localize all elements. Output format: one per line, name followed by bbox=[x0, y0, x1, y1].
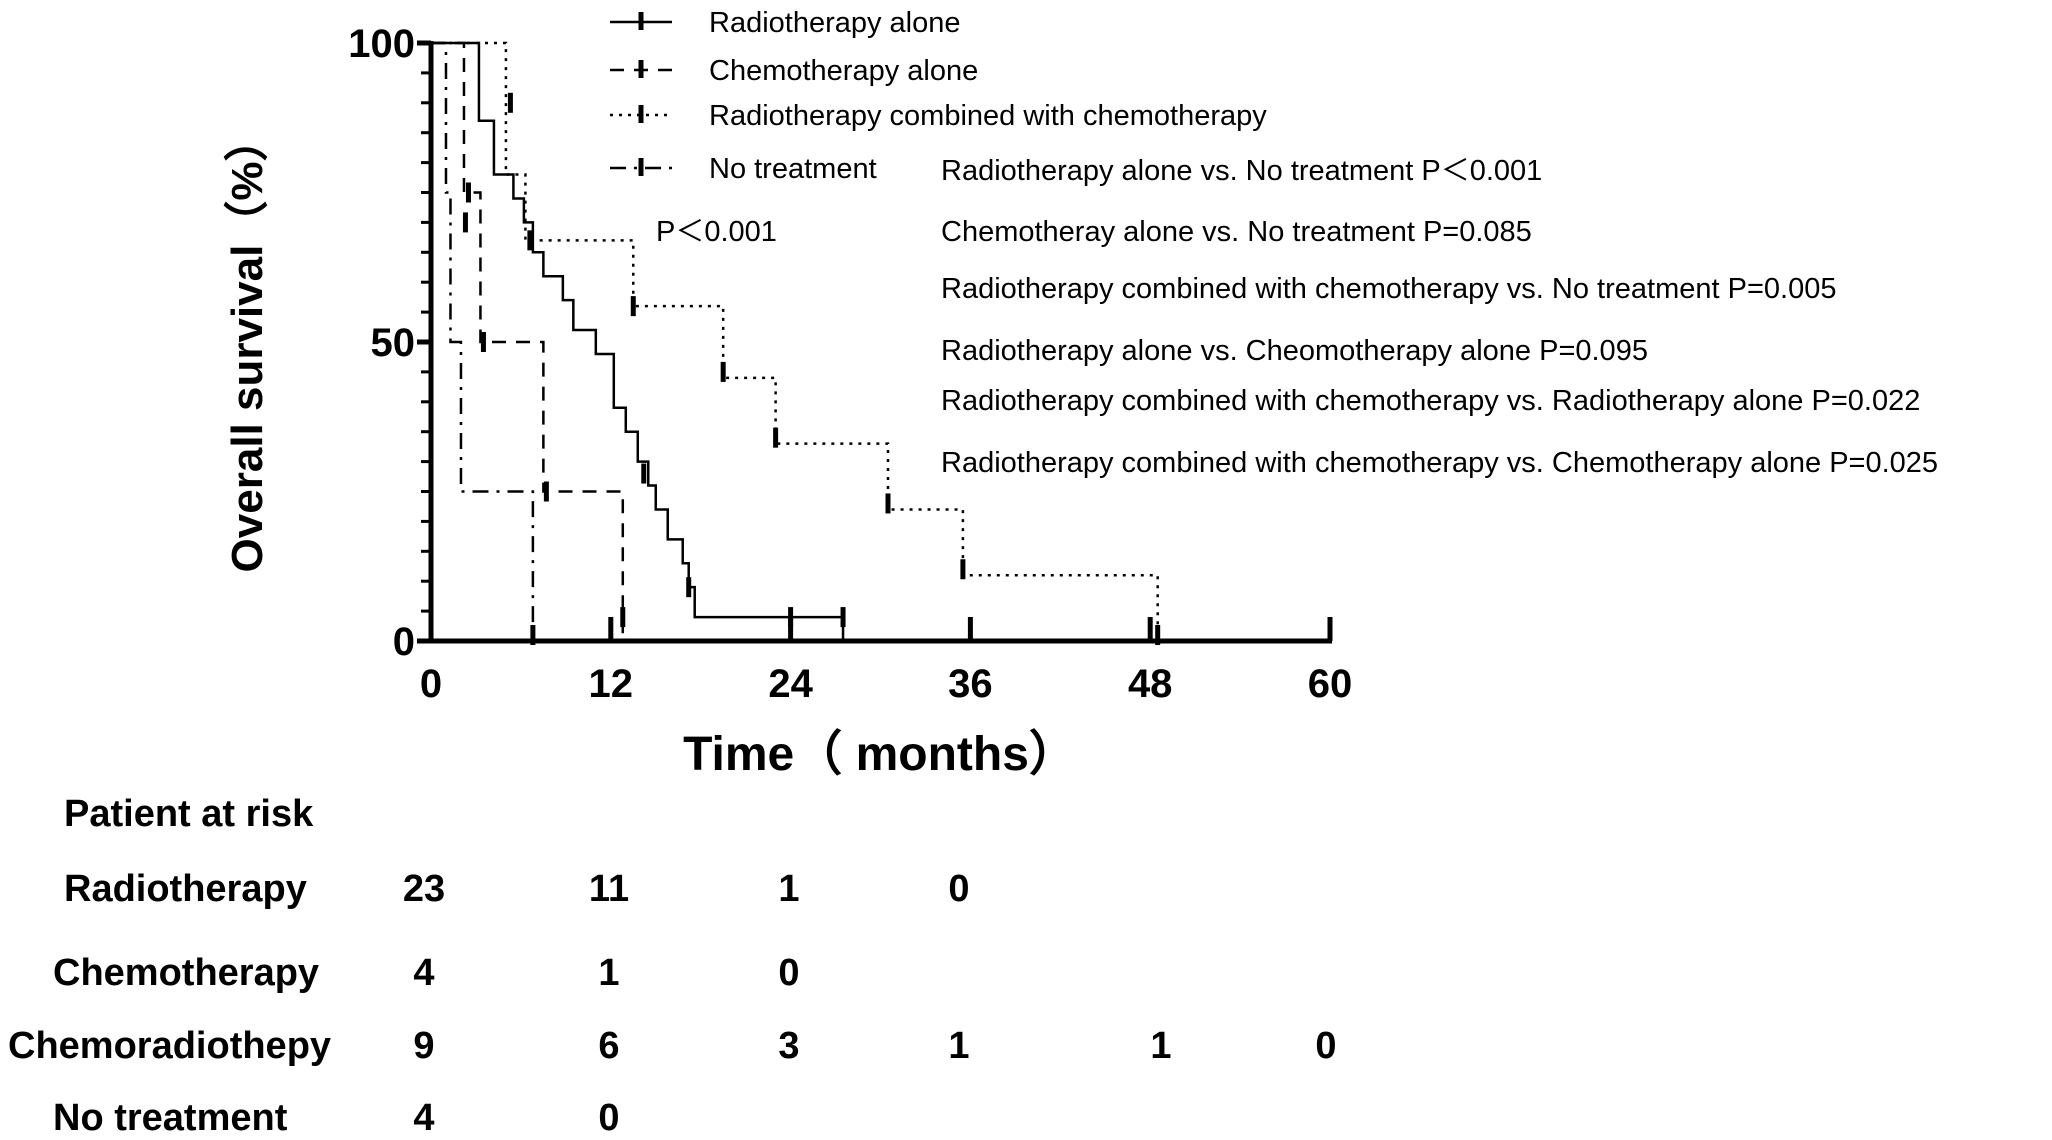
x-tick-label: 36 bbox=[948, 662, 993, 706]
risk-value: 0 bbox=[598, 1097, 619, 1139]
risk-row-label: Chemoradiothepy bbox=[8, 1025, 331, 1067]
survival-curve-solid bbox=[431, 41, 845, 641]
risk-value: 1 bbox=[598, 952, 619, 994]
x-tick-label: 60 bbox=[1308, 662, 1353, 706]
p-value-annotation: Radiotherapy combined with chemotherapy … bbox=[941, 273, 1836, 305]
p-value-annotation: P＜0.001 bbox=[656, 216, 777, 248]
x-tick-label: 12 bbox=[589, 662, 634, 706]
p-value-annotation: Radiotherapy alone vs. Cheomotherapy alo… bbox=[941, 335, 1648, 367]
p-value-annotation: Chemotheray alone vs. No treatment P=0.0… bbox=[941, 216, 1532, 248]
risk-row-label: No treatment bbox=[53, 1097, 288, 1139]
risk-value: 11 bbox=[589, 868, 629, 910]
risk-value: 1 bbox=[948, 1025, 969, 1067]
legend: Radiotherapy alone Chemotherapy alone Radi… bbox=[610, 7, 1267, 185]
risk-value: 0 bbox=[778, 952, 799, 994]
risk-value: 0 bbox=[1315, 1025, 1336, 1067]
x-tick-label: 0 bbox=[420, 662, 442, 706]
legend-entry: Radiotherapy combined with chemotherapy bbox=[709, 100, 1267, 132]
risk-value: 0 bbox=[948, 868, 969, 910]
legend-entry: Radiotherapy alone bbox=[709, 7, 961, 39]
risk-value: 4 bbox=[413, 952, 434, 994]
y-tick-label: 100 bbox=[348, 22, 415, 66]
p-value-annotation: Radiotherapy alone vs. No treatment P＜0.… bbox=[941, 155, 1542, 187]
risk-value: 23 bbox=[403, 868, 445, 910]
legend-entry: Chemotherapy alone bbox=[709, 55, 978, 87]
x-tick-label: 48 bbox=[1128, 662, 1173, 706]
x-tick-label: 24 bbox=[768, 662, 813, 706]
risk-value: 9 bbox=[413, 1025, 434, 1067]
y-tick-label: 50 bbox=[371, 321, 416, 365]
risk-row-label: Radiotherapy bbox=[64, 868, 307, 910]
y-tick-label: 0 bbox=[393, 620, 415, 664]
risk-row-label: Chemotherapy bbox=[53, 952, 319, 994]
risk-value: 1 bbox=[778, 868, 799, 910]
survival-curve-dashdot bbox=[431, 41, 535, 641]
risk-value: 1 bbox=[1150, 1025, 1171, 1067]
x-axis-title: Time（ months） bbox=[683, 728, 1077, 781]
risk-value: 4 bbox=[413, 1097, 434, 1139]
y-axis-title: Overall survival（%） bbox=[223, 118, 272, 573]
plot-area: 0 50 100 0 12 24 36 48 60 Time（ months） Overall su… bbox=[223, 22, 1352, 781]
risk-value: 6 bbox=[598, 1025, 619, 1067]
legend-entry: No treatment bbox=[709, 153, 877, 185]
p-value-annotation: Radiotherapy combined with chemotherapy … bbox=[941, 385, 1920, 417]
risk-table-title: Patient at risk bbox=[64, 793, 314, 835]
survival-curve-dashed bbox=[431, 41, 625, 641]
risk-value: 3 bbox=[778, 1025, 799, 1067]
p-value-annotation: Radiotherapy combined with chemotherapy … bbox=[941, 447, 1938, 479]
p-value-annotations: P＜0.001 Radiotherapy alone vs. No treatme… bbox=[656, 155, 1938, 479]
